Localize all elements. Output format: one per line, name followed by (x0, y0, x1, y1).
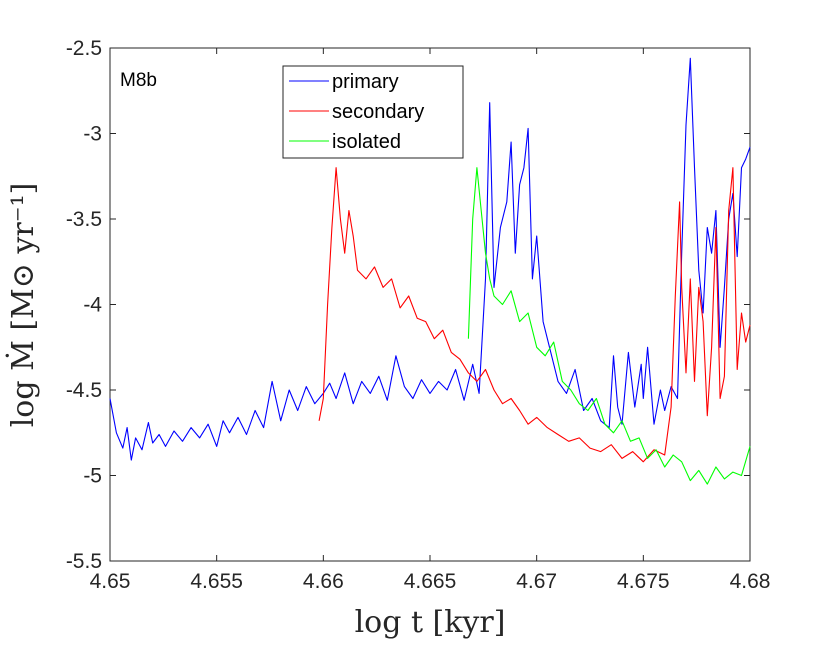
series-line-secondary (318, 167, 751, 463)
series-line-isolated (467, 167, 751, 485)
legend: primary secondary isolated (282, 65, 464, 159)
series-line-primary (109, 57, 751, 461)
y-tick-label: -3.5 (66, 208, 102, 231)
legend-label-primary: primary (332, 71, 399, 93)
y-tick-label: -5.5 (66, 550, 102, 573)
x-tick-label: 4.65 (90, 570, 131, 593)
x-tick-label: 4.655 (190, 570, 243, 593)
x-tick-label: 4.675 (617, 570, 670, 593)
y-tick-label: -5 (83, 465, 102, 488)
x-tick-label: 4.68 (730, 570, 771, 593)
x-tick-label: 4.665 (404, 570, 457, 593)
y-tick-label: -4.5 (66, 379, 102, 402)
y-tick-label: -4 (83, 294, 102, 317)
y-tick-label: -3 (83, 123, 102, 146)
axis-ticks: 4.65 4.655 4.66 4.665 4.67 4.675 4.68 -2.5 -3 -3.… (66, 37, 771, 593)
y-tick-label: -2.5 (66, 37, 102, 60)
x-axis-label: log t [kyr] (355, 605, 506, 640)
series-layer (109, 57, 751, 485)
x-tick-label: 4.66 (303, 570, 344, 593)
legend-label-isolated: isolated (332, 131, 401, 153)
y-axis-label: log Ṁ [M⊙ yr⁻¹] (5, 183, 41, 428)
x-tick-label: 4.67 (516, 570, 557, 593)
legend-label-secondary: secondary (332, 101, 424, 123)
panel-label: M8b (120, 70, 157, 91)
